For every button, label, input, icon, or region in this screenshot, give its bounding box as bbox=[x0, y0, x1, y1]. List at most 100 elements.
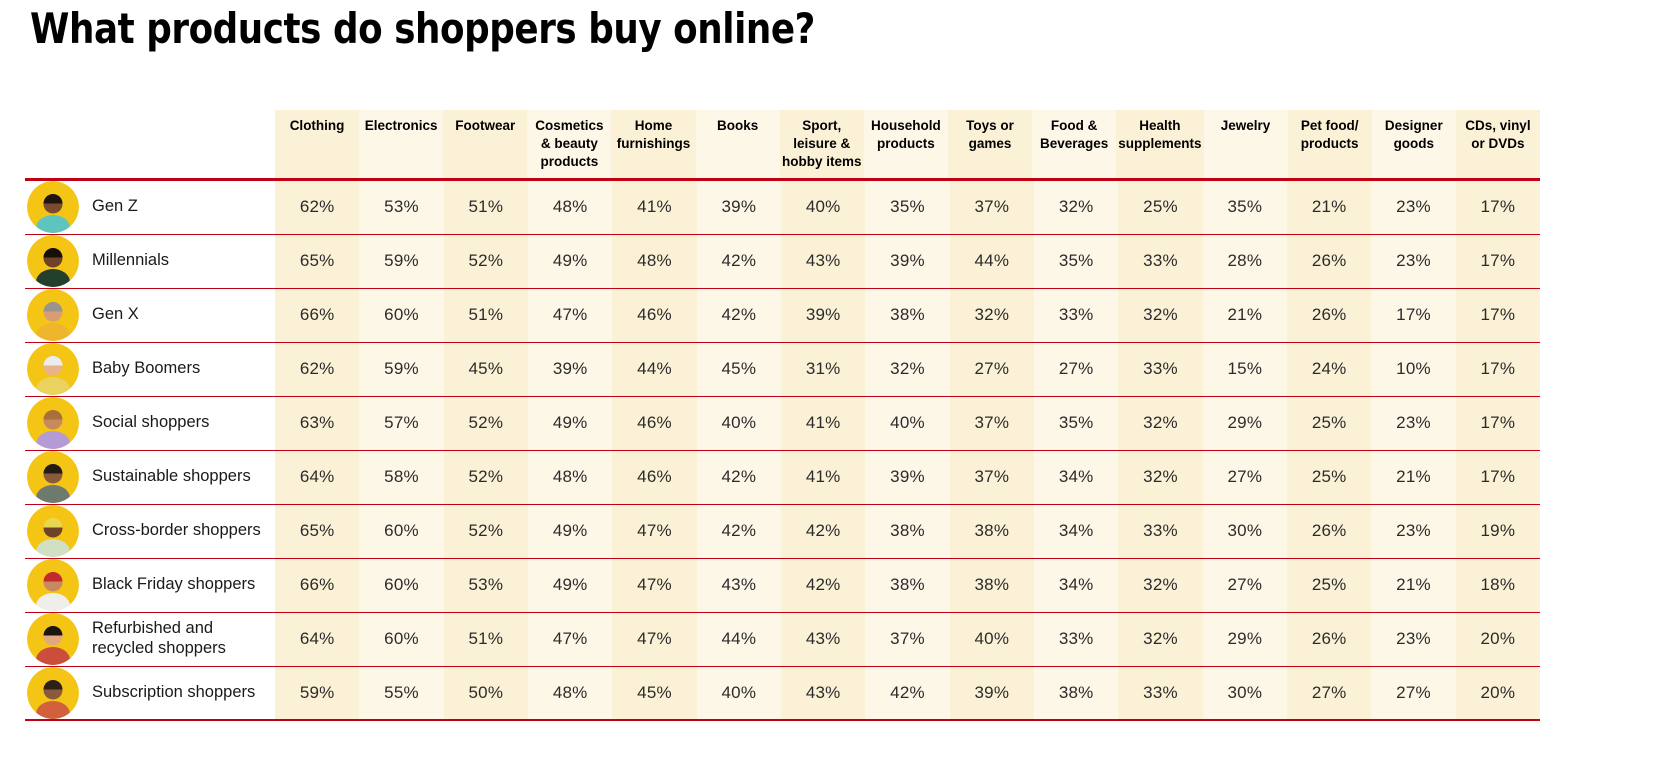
value-cell-gen-x-toys-or-games: 32% bbox=[949, 288, 1034, 342]
table-row-social-shoppers: Social shoppers 63% 57% 52% 49% 46% 40% 41% 40% 3… bbox=[25, 396, 1540, 451]
value-cell-gen-x-cosmetics-beauty-products: 47% bbox=[528, 288, 613, 342]
value-cell-millennials-household-products: 39% bbox=[865, 234, 950, 288]
value-cell-subscription-shoppers-household-products: 42% bbox=[865, 666, 950, 719]
column-header-toys-or-games: Toys or games bbox=[947, 110, 1033, 178]
value-cell-social-shoppers-cosmetics-beauty-products: 49% bbox=[528, 396, 613, 450]
value-cell-millennials-health-supplements: 33% bbox=[1118, 234, 1203, 288]
value-cell-refurbished-recycled-shoppers-health-supplements: 32% bbox=[1118, 612, 1203, 666]
value-cell-black-friday-shoppers-jewelry: 27% bbox=[1202, 558, 1287, 612]
row-label-cell-refurbished-recycled-shoppers: Refurbished and recycled shoppers bbox=[25, 612, 275, 666]
value-cell-cross-border-shoppers-sport-leisure-hobby-items: 42% bbox=[781, 504, 866, 558]
value-cell-black-friday-shoppers-home-furnishings: 47% bbox=[612, 558, 697, 612]
value-cell-millennials-cds-vinyl-or-dvds: 17% bbox=[1455, 234, 1540, 288]
value-cell-millennials-food-beverages: 35% bbox=[1034, 234, 1119, 288]
row-label-cell-black-friday-shoppers: Black Friday shoppers bbox=[25, 558, 275, 612]
value-cell-millennials-home-furnishings: 48% bbox=[612, 234, 697, 288]
table-row-millennials: Millennials 65% 59% 52% 49% 48% 42% 43% 39% 44% 35… bbox=[25, 234, 1540, 289]
value-cell-gen-x-health-supplements: 32% bbox=[1118, 288, 1203, 342]
value-cell-refurbished-recycled-shoppers-electronics: 60% bbox=[359, 612, 444, 666]
value-cell-sustainable-shoppers-designer-goods: 21% bbox=[1371, 450, 1456, 504]
value-cell-sustainable-shoppers-household-products: 39% bbox=[865, 450, 950, 504]
value-cell-sustainable-shoppers-food-beverages: 34% bbox=[1034, 450, 1119, 504]
value-cell-black-friday-shoppers-cds-vinyl-or-dvds: 18% bbox=[1455, 558, 1540, 612]
value-cell-black-friday-shoppers-electronics: 60% bbox=[359, 558, 444, 612]
column-header-clothing: Clothing bbox=[275, 110, 360, 178]
value-cell-black-friday-shoppers-designer-goods: 21% bbox=[1371, 558, 1456, 612]
value-cell-baby-boomers-sport-leisure-hobby-items: 31% bbox=[781, 342, 866, 396]
value-cell-baby-boomers-electronics: 59% bbox=[359, 342, 444, 396]
table-body: Gen Z 62% 53% 51% 48% 41% 39% 40% 35% 37% 32% 25% 35… bbox=[25, 180, 1540, 721]
table-header-row: Clothing Electronics Footwear Cosmetics & b… bbox=[25, 110, 1540, 181]
value-cell-sustainable-shoppers-pet-food-products: 25% bbox=[1287, 450, 1372, 504]
value-cell-social-shoppers-household-products: 40% bbox=[865, 396, 950, 450]
table-row-black-friday-shoppers: Black Friday shoppers 66% 60% 53% 49% 47% 43% 4… bbox=[25, 558, 1540, 613]
value-cell-cross-border-shoppers-clothing: 65% bbox=[275, 504, 360, 558]
value-cell-social-shoppers-pet-food-products: 25% bbox=[1287, 396, 1372, 450]
value-cell-gen-z-clothing: 62% bbox=[275, 180, 360, 234]
value-cell-gen-z-sport-leisure-hobby-items: 40% bbox=[781, 180, 866, 234]
value-cell-gen-x-home-furnishings: 46% bbox=[612, 288, 697, 342]
value-cell-millennials-sport-leisure-hobby-items: 43% bbox=[781, 234, 866, 288]
value-cell-black-friday-shoppers-health-supplements: 32% bbox=[1118, 558, 1203, 612]
value-cell-sustainable-shoppers-home-furnishings: 46% bbox=[612, 450, 697, 504]
value-cell-baby-boomers-health-supplements: 33% bbox=[1118, 342, 1203, 396]
value-cell-gen-z-cosmetics-beauty-products: 48% bbox=[528, 180, 613, 234]
avatar-gen-x bbox=[27, 289, 79, 342]
value-cell-social-shoppers-electronics: 57% bbox=[359, 396, 444, 450]
value-cell-subscription-shoppers-jewelry: 30% bbox=[1202, 666, 1287, 719]
value-cell-black-friday-shoppers-cosmetics-beauty-products: 49% bbox=[528, 558, 613, 612]
value-cell-sustainable-shoppers-books: 42% bbox=[696, 450, 781, 504]
row-label: Black Friday shoppers bbox=[92, 575, 256, 594]
column-header-household-products: Household products bbox=[863, 110, 948, 178]
value-cell-gen-x-sport-leisure-hobby-items: 39% bbox=[781, 288, 866, 342]
value-cell-baby-boomers-cds-vinyl-or-dvds: 17% bbox=[1455, 342, 1540, 396]
value-cell-gen-z-health-supplements: 25% bbox=[1118, 180, 1203, 234]
value-cell-refurbished-recycled-shoppers-designer-goods: 23% bbox=[1371, 612, 1456, 666]
value-cell-refurbished-recycled-shoppers-clothing: 64% bbox=[275, 612, 360, 666]
value-cell-subscription-shoppers-pet-food-products: 27% bbox=[1287, 666, 1372, 719]
row-label: Millennials bbox=[92, 251, 170, 270]
value-cell-subscription-shoppers-sport-leisure-hobby-items: 43% bbox=[781, 666, 866, 719]
value-cell-refurbished-recycled-shoppers-food-beverages: 33% bbox=[1034, 612, 1119, 666]
value-cell-sustainable-shoppers-cds-vinyl-or-dvds: 17% bbox=[1455, 450, 1540, 504]
value-cell-refurbished-recycled-shoppers-pet-food-products: 26% bbox=[1287, 612, 1372, 666]
value-cell-sustainable-shoppers-sport-leisure-hobby-items: 41% bbox=[781, 450, 866, 504]
value-cell-baby-boomers-designer-goods: 10% bbox=[1371, 342, 1456, 396]
column-header-electronics: Electronics bbox=[359, 110, 444, 178]
column-header-footwear: Footwear bbox=[443, 110, 528, 178]
value-cell-baby-boomers-footwear: 45% bbox=[443, 342, 528, 396]
column-header-cosmetics-beauty-products: Cosmetics & beauty products bbox=[527, 110, 612, 178]
value-cell-baby-boomers-cosmetics-beauty-products: 39% bbox=[528, 342, 613, 396]
avatar-millennials bbox=[27, 235, 79, 288]
value-cell-social-shoppers-books: 40% bbox=[696, 396, 781, 450]
value-cell-subscription-shoppers-footwear: 50% bbox=[443, 666, 528, 719]
avatar-refurbished-recycled-shoppers bbox=[27, 613, 79, 666]
column-header-designer-goods: Designer goods bbox=[1371, 110, 1456, 178]
table-row-gen-z: Gen Z 62% 53% 51% 48% 41% 39% 40% 35% 37% 32% 25% 35… bbox=[25, 180, 1540, 235]
value-cell-millennials-toys-or-games: 44% bbox=[949, 234, 1034, 288]
value-cell-social-shoppers-health-supplements: 32% bbox=[1118, 396, 1203, 450]
value-cell-black-friday-shoppers-sport-leisure-hobby-items: 42% bbox=[781, 558, 866, 612]
value-cell-refurbished-recycled-shoppers-household-products: 37% bbox=[865, 612, 950, 666]
value-cell-social-shoppers-footwear: 52% bbox=[443, 396, 528, 450]
avatar-baby-boomers bbox=[27, 343, 79, 396]
value-cell-refurbished-recycled-shoppers-cosmetics-beauty-products: 47% bbox=[528, 612, 613, 666]
value-cell-black-friday-shoppers-clothing: 66% bbox=[275, 558, 360, 612]
value-cell-millennials-footwear: 52% bbox=[443, 234, 528, 288]
value-cell-sustainable-shoppers-toys-or-games: 37% bbox=[949, 450, 1034, 504]
column-header-pet-food-products: Pet food/ products bbox=[1287, 110, 1372, 178]
value-cell-baby-boomers-toys-or-games: 27% bbox=[949, 342, 1034, 396]
avatar-cross-border-shoppers bbox=[27, 505, 79, 558]
value-cell-gen-z-household-products: 35% bbox=[865, 180, 950, 234]
value-cell-social-shoppers-designer-goods: 23% bbox=[1371, 396, 1456, 450]
value-cell-refurbished-recycled-shoppers-books: 44% bbox=[696, 612, 781, 666]
row-label-cell-gen-z: Gen Z bbox=[25, 180, 275, 234]
value-cell-baby-boomers-books: 45% bbox=[696, 342, 781, 396]
value-cell-cross-border-shoppers-health-supplements: 33% bbox=[1118, 504, 1203, 558]
value-cell-social-shoppers-clothing: 63% bbox=[275, 396, 360, 450]
value-cell-gen-x-books: 42% bbox=[696, 288, 781, 342]
value-cell-social-shoppers-jewelry: 29% bbox=[1202, 396, 1287, 450]
value-cell-gen-x-cds-vinyl-or-dvds: 17% bbox=[1455, 288, 1540, 342]
value-cell-refurbished-recycled-shoppers-sport-leisure-hobby-items: 43% bbox=[781, 612, 866, 666]
row-label: Gen Z bbox=[92, 197, 138, 216]
